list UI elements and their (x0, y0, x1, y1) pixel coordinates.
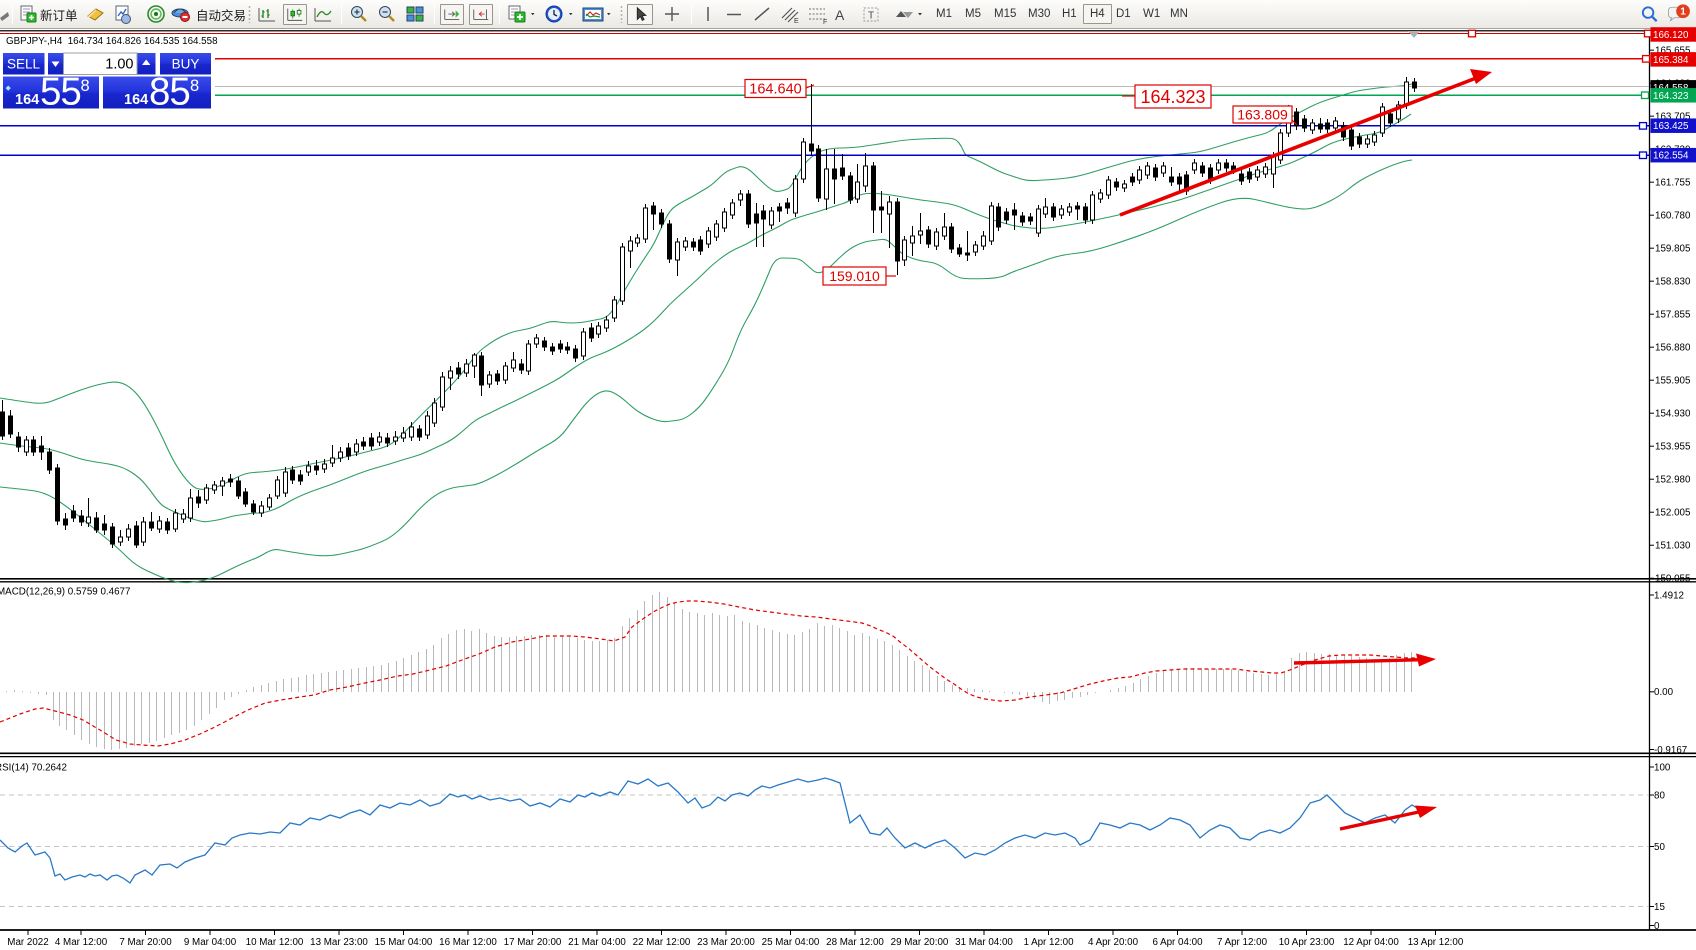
svg-text:156.880: 156.880 (1655, 343, 1691, 354)
svg-text:21 Mar 04:00: 21 Mar 04:00 (568, 937, 626, 948)
svg-text:85: 85 (149, 71, 190, 114)
svg-text:9 Mar 04:00: 9 Mar 04:00 (184, 937, 237, 948)
svg-text:BUY: BUY (172, 57, 200, 72)
svg-text:25 Mar 04:00: 25 Mar 04:00 (762, 937, 820, 948)
svg-text:23 Mar 20:00: 23 Mar 20:00 (697, 937, 755, 948)
svg-text:13 Mar 23:00: 13 Mar 23:00 (310, 937, 368, 948)
svg-text:150.055: 150.055 (1655, 574, 1691, 585)
svg-text:164: 164 (124, 92, 148, 108)
svg-text:F: F (823, 19, 827, 25)
svg-text:162.554: 162.554 (1653, 151, 1689, 162)
svg-text:157.855: 157.855 (1655, 310, 1691, 321)
svg-text:163.425: 163.425 (1653, 121, 1689, 132)
svg-text:6 Apr 04:00: 6 Apr 04:00 (1152, 937, 1203, 948)
svg-text:31 Mar 04:00: 31 Mar 04:00 (955, 937, 1013, 948)
svg-text:1.4912: 1.4912 (1654, 590, 1684, 601)
svg-text:50: 50 (1654, 842, 1665, 853)
svg-text:164.323: 164.323 (1653, 91, 1689, 102)
svg-text:7 Mar 20:00: 7 Mar 20:00 (119, 937, 172, 948)
svg-text:164.640: 164.640 (749, 82, 801, 98)
svg-text:12 Apr 04:00: 12 Apr 04:00 (1343, 937, 1399, 948)
svg-text:1 Apr 12:00: 1 Apr 12:00 (1023, 937, 1074, 948)
svg-text:158.830: 158.830 (1655, 277, 1691, 288)
svg-text:164: 164 (15, 92, 39, 108)
svg-text:165.384: 165.384 (1653, 55, 1689, 66)
svg-text:15 Mar 04:00: 15 Mar 04:00 (375, 937, 433, 948)
svg-text:163.705: 163.705 (1655, 112, 1691, 123)
svg-text:MACD(12,26,9) 0.5759 0.4677: MACD(12,26,9) 0.5759 0.4677 (0, 587, 130, 598)
svg-text:1: 1 (1680, 7, 1686, 18)
svg-text:55: 55 (40, 71, 81, 114)
svg-text:10 Apr 23:00: 10 Apr 23:00 (1279, 937, 1335, 948)
svg-text:4 Apr 20:00: 4 Apr 20:00 (1088, 937, 1139, 948)
svg-text:-0.9167: -0.9167 (1654, 745, 1687, 756)
svg-text:152.980: 152.980 (1655, 475, 1691, 486)
svg-text:160.780: 160.780 (1655, 211, 1691, 222)
svg-text:166.120: 166.120 (1653, 30, 1689, 41)
svg-text:T: T (868, 11, 874, 22)
svg-text:8: 8 (81, 77, 90, 95)
svg-text:159.805: 159.805 (1655, 244, 1691, 255)
svg-text:16 Mar 12:00: 16 Mar 12:00 (439, 937, 497, 948)
svg-text:E: E (794, 18, 799, 25)
svg-text:28 Mar 12:00: 28 Mar 12:00 (826, 937, 884, 948)
svg-text:151.030: 151.030 (1655, 541, 1691, 552)
svg-text:153.955: 153.955 (1655, 442, 1691, 453)
svg-text:GBPJPY-,H4 164.734 164.826 16: GBPJPY-,H4 164.734 164.826 164.535 164.5… (6, 36, 218, 47)
svg-text:0: 0 (1654, 921, 1660, 932)
svg-text:7 Apr 12:00: 7 Apr 12:00 (1217, 937, 1268, 948)
svg-text:1.00: 1.00 (105, 57, 133, 73)
svg-text:RSI(14) 70.2642: RSI(14) 70.2642 (0, 763, 67, 774)
svg-text:159.010: 159.010 (829, 268, 880, 284)
svg-text:13 Apr 12:00: 13 Apr 12:00 (1408, 937, 1464, 948)
svg-text:165.655: 165.655 (1655, 46, 1691, 57)
svg-text:8: 8 (190, 77, 199, 95)
svg-text:22 Mar 12:00: 22 Mar 12:00 (633, 937, 691, 948)
svg-text:4 Mar 12:00: 4 Mar 12:00 (55, 937, 108, 948)
svg-text:Mar 2022: Mar 2022 (7, 937, 48, 948)
svg-text:161.755: 161.755 (1655, 178, 1691, 189)
svg-text:80: 80 (1654, 790, 1665, 801)
svg-text:164.323: 164.323 (1140, 87, 1205, 107)
svg-text:29 Mar 20:00: 29 Mar 20:00 (891, 937, 949, 948)
svg-text:10 Mar 12:00: 10 Mar 12:00 (246, 937, 304, 948)
svg-text:155.905: 155.905 (1655, 376, 1691, 387)
svg-text:152.005: 152.005 (1655, 508, 1691, 519)
svg-text:154.930: 154.930 (1655, 409, 1691, 420)
svg-text:0.00: 0.00 (1654, 687, 1674, 698)
svg-text:17 Mar 20:00: 17 Mar 20:00 (504, 937, 562, 948)
svg-text:15: 15 (1654, 902, 1665, 913)
svg-text:163.809: 163.809 (1237, 107, 1288, 123)
svg-text:100: 100 (1654, 762, 1671, 773)
svg-text:SELL: SELL (7, 57, 41, 72)
